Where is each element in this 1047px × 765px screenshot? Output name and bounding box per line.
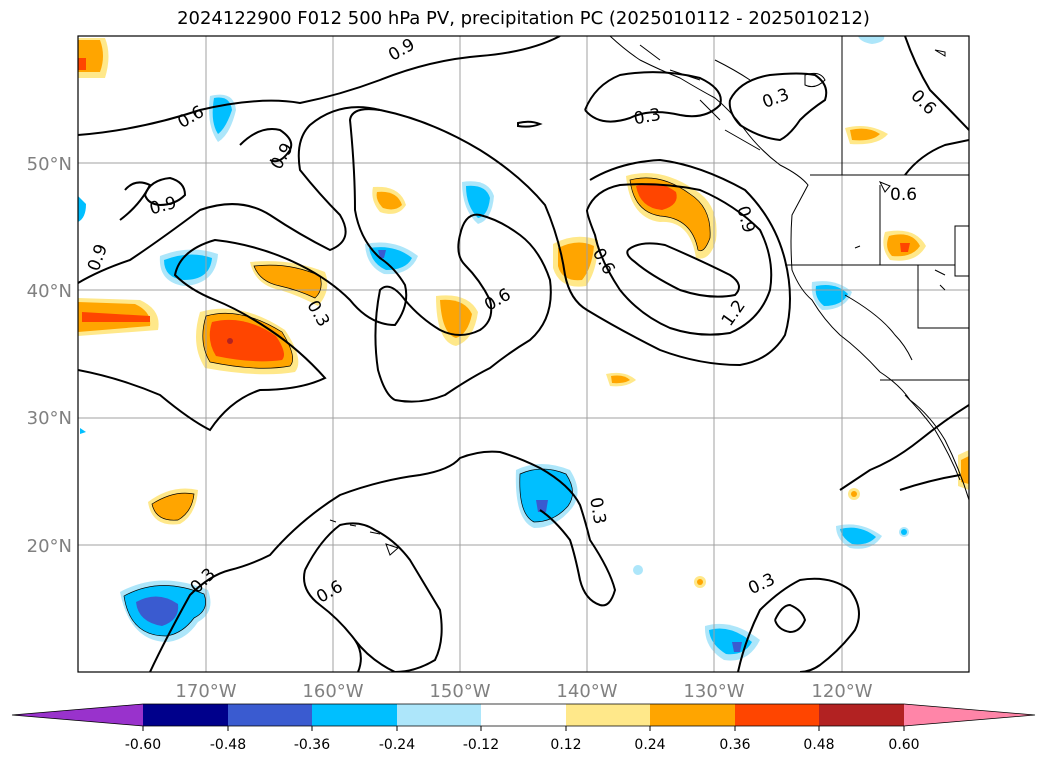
colorbar-bin <box>566 704 650 726</box>
contour-label: 0.3 <box>585 496 609 526</box>
longitude-labels: 170°W 160°W 150°W 140°W 130°W 120°W <box>175 681 872 702</box>
lat-label-50n: 50°N <box>27 154 72 175</box>
map-frame <box>77 35 970 673</box>
contour-label: 0.6 <box>890 185 917 205</box>
colorbar-tick: -0.60 <box>125 737 161 753</box>
colorbar-bin <box>819 704 904 726</box>
colorbar-bin <box>312 704 397 726</box>
colorbar-bin <box>735 704 819 726</box>
colorbar-tick: -0.48 <box>210 737 246 753</box>
lat-label-30n: 30°N <box>27 408 72 429</box>
colorbar-tick: 0.12 <box>550 737 581 753</box>
lon-label-160w: 160°W <box>302 681 363 702</box>
colorbar-bin <box>143 704 228 726</box>
colorbar-tick: 0.48 <box>803 737 834 753</box>
lon-label-120w: 120°W <box>811 681 872 702</box>
colorbar-bin <box>228 704 312 726</box>
colorbar-tick: 0.60 <box>888 737 919 753</box>
latitude-labels: 50°N 40°N 30°N 20°N <box>27 154 72 557</box>
lat-label-20n: 20°N <box>27 536 72 557</box>
colorbar-bin <box>650 704 735 726</box>
map-title: 2024122900 F012 500 hPa PV, precipitatio… <box>177 8 870 29</box>
lat-label-40n: 40°N <box>27 281 72 302</box>
colorbar-tick: 0.24 <box>634 737 665 753</box>
colorbar-bin <box>481 704 566 726</box>
colorbar-tick: -0.24 <box>379 737 415 753</box>
lon-label-130w: 130°W <box>683 681 744 702</box>
lon-label-140w: 140°W <box>556 681 617 702</box>
colorbar: -0.60 -0.48 -0.36 -0.24 -0.12 0.12 0.24 … <box>11 703 1036 753</box>
contour-label: 0.3 <box>632 105 662 129</box>
colorbar-extend-right <box>904 704 1035 726</box>
lon-label-150w: 150°W <box>429 681 490 702</box>
colorbar-extend-left <box>12 704 143 726</box>
colorbar-tick: -0.36 <box>294 737 330 753</box>
lon-label-170w: 170°W <box>175 681 236 702</box>
precipitation-shading <box>78 36 969 661</box>
pv-contours <box>78 36 969 672</box>
colorbar-tick: -0.12 <box>463 737 499 753</box>
colorbar-tick: 0.36 <box>719 737 750 753</box>
colorbar-bin <box>397 704 481 726</box>
